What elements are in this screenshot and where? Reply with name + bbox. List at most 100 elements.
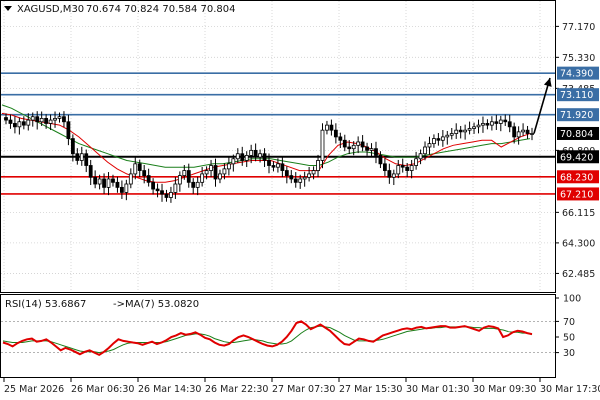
candle-body (79, 153, 84, 161)
candle-body (160, 190, 164, 195)
level-tag (557, 187, 599, 201)
candle-body (489, 121, 494, 126)
rsi-label: RSI(14) 53.6867 (5, 299, 86, 310)
candle-body (222, 168, 227, 175)
candle-body (106, 178, 111, 188)
candle-body (48, 119, 53, 124)
rsi-ma-label: ->MA(7) 53.0820 (113, 299, 199, 310)
candle-body (369, 148, 374, 151)
level-tag (557, 170, 599, 184)
candle-body (146, 175, 151, 183)
time-tick-label: 26 Mar 14:30 (138, 384, 201, 395)
candle-body (93, 176, 98, 185)
candle-body (387, 170, 392, 178)
price-tick-label: 77.170 (562, 22, 595, 33)
candle-body (525, 129, 530, 134)
level-tag (557, 108, 599, 122)
forecast-line (533, 77, 551, 134)
candle-body (66, 121, 71, 139)
candle-body (472, 126, 476, 129)
time-tick-label: 30 Mar 17:30 (540, 384, 600, 395)
rsi-tick-label: 100 (563, 294, 581, 305)
chart-header: XAGUSD,M30 70.674 70.824 70.584 70.804 (4, 4, 236, 15)
candle-body (137, 163, 142, 171)
time-tick-label: 26 Mar 22:30 (205, 384, 268, 395)
candle-body (84, 153, 89, 166)
candle-body (284, 170, 289, 177)
time-tick-label: 30 Mar 09:30 (473, 384, 536, 395)
candle-body (449, 133, 454, 136)
candle-body (235, 153, 240, 160)
candle-body (516, 131, 521, 138)
triangle-down-icon[interactable] (4, 6, 12, 11)
candle-body (200, 173, 205, 183)
candle-body (432, 138, 436, 145)
candle-body (481, 123, 485, 126)
candle-body (21, 121, 26, 126)
candle-body (391, 173, 396, 178)
candle-body (467, 128, 472, 131)
candle-body (521, 129, 525, 133)
candle-body (213, 165, 218, 180)
candle-body (280, 163, 285, 171)
candle-body (378, 155, 383, 165)
rsi-lines (2, 320, 533, 357)
candle-body (405, 166, 410, 171)
candle-body (44, 118, 49, 124)
candle-body (440, 136, 445, 141)
candle-body (133, 163, 138, 175)
price-tick-label: 64.300 (562, 238, 595, 249)
time-tick-label: 27 Mar 07:30 (272, 384, 335, 395)
ohlc-label: 70.674 70.824 70.584 70.804 (86, 4, 236, 15)
level-tag-label: 73.110 (560, 90, 593, 101)
candle-body (8, 119, 13, 124)
candle-body (271, 165, 276, 168)
arrow-up-right-icon (543, 78, 552, 87)
candle-body (498, 119, 503, 124)
candle-body (262, 153, 267, 161)
level-tag-label: 71.920 (560, 110, 593, 121)
time-tick-label: 25 Mar 2026 (4, 384, 64, 395)
candle-body (476, 124, 481, 128)
level-tag (557, 66, 599, 80)
candle-body (329, 124, 334, 131)
candle-body (119, 186, 124, 193)
candle-body (293, 178, 298, 183)
candle-body (204, 170, 209, 175)
time-axis: 25 Mar 2026 26 Mar 06:30 26 Mar 14:30 26 Ma… (3, 378, 600, 395)
candle-body (333, 129, 338, 138)
forecast-arrow (533, 77, 552, 134)
candle-body (485, 123, 490, 126)
candle-body (226, 163, 231, 170)
candle-body (13, 123, 17, 128)
candle-body (374, 148, 378, 156)
price-levels (1, 72, 555, 195)
candle-body (530, 133, 534, 135)
candle-body (463, 129, 468, 133)
candle-body (62, 116, 66, 123)
candle-body (445, 134, 450, 138)
candle-body (53, 118, 57, 121)
candle-body (512, 126, 517, 138)
candle-body (307, 173, 312, 178)
candle-body (191, 181, 196, 188)
price-panel (0, 0, 556, 293)
candle-body (151, 181, 156, 190)
candle-body (240, 153, 245, 161)
candle-body (253, 149, 258, 158)
candle-body (155, 188, 160, 192)
candle-body (418, 153, 423, 160)
candle-body (218, 173, 222, 180)
candle-body (231, 158, 236, 165)
candle-body (302, 176, 307, 180)
price-tick-label: 66.115 (562, 208, 595, 219)
candle-body (351, 144, 356, 150)
time-tick-label: 26 Mar 06:30 (71, 384, 134, 395)
candle-body (316, 160, 320, 171)
candle-body (342, 139, 347, 148)
rsi-panel (0, 294, 556, 378)
candle-body (494, 121, 499, 124)
candle-body (414, 158, 419, 166)
candle-body (128, 173, 133, 185)
